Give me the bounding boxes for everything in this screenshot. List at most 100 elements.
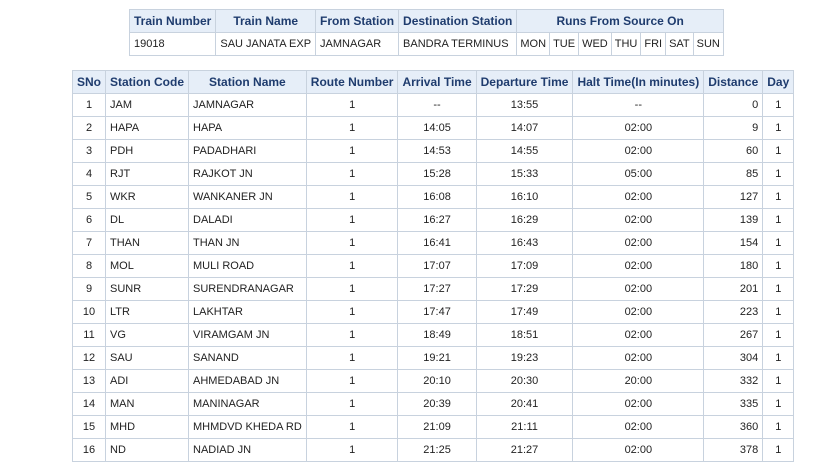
cell-station-name: MHMDVD KHEDA RD	[188, 415, 307, 439]
table-row: 13 ADI AHMEDABAD JN 1 20:10 20:30 20:00 332 1	[72, 369, 795, 393]
cell-departure-time: 15:33	[475, 162, 574, 186]
table-row: 1 JAM JAMNAGAR 1 -- 13:55 -- 0 1	[72, 93, 795, 117]
cell-distance: 85	[703, 162, 764, 186]
table-row: 15 MHD MHMDVD KHEDA RD 1 21:09 21:11 02:00 360 1	[72, 415, 795, 439]
header-departure-time: Departure Time	[475, 70, 574, 94]
cell-distance: 332	[703, 369, 764, 393]
cell-departure-time: 18:51	[475, 323, 574, 347]
cell-halt-time: 02:00	[572, 208, 705, 232]
header-station-code: Station Code	[105, 70, 189, 94]
cell-distance: 0	[703, 93, 764, 117]
train-info-row: 19018 SAU JANATA EXP JAMNAGAR BANDRA TER…	[128, 32, 724, 56]
cell-distance: 267	[703, 323, 764, 347]
cell-halt-time: 05:00	[572, 162, 705, 186]
cell-departure-time: 13:55	[475, 93, 574, 117]
cell-sno: 5	[72, 185, 106, 209]
cell-departure-time: 17:09	[475, 254, 574, 278]
cell-route-number: 1	[305, 277, 399, 301]
header-from-station: From Station	[315, 9, 400, 33]
run-day-mon: MON	[516, 32, 551, 56]
cell-distance: 378	[703, 438, 764, 462]
cell-day: 1	[762, 254, 795, 278]
cell-station-name: HAPA	[188, 116, 307, 140]
cell-day: 1	[762, 93, 795, 117]
cell-sno: 3	[72, 139, 106, 163]
header-runs-from-source-on: Runs From Source On	[516, 9, 724, 33]
cell-route-number: 1	[305, 185, 399, 209]
table-row: 10 LTR LAKHTAR 1 17:47 17:49 02:00 223 1	[72, 300, 795, 324]
header-halt-time: Halt Time(In minutes)	[572, 70, 705, 94]
cell-halt-time: 02:00	[572, 346, 705, 370]
cell-halt-time: 02:00	[572, 139, 705, 163]
cell-route-number: 1	[305, 139, 399, 163]
table-row: 12 SAU SANAND 1 19:21 19:23 02:00 304 1	[72, 346, 795, 370]
cell-sno: 9	[72, 277, 106, 301]
cell-route-number: 1	[305, 369, 399, 393]
cell-day: 1	[762, 415, 795, 439]
table-row: 14 MAN MANINAGAR 1 20:39 20:41 02:00 335 1	[72, 392, 795, 416]
cell-arrival-time: 16:27	[397, 208, 477, 232]
cell-route-number: 1	[305, 415, 399, 439]
cell-station-code: VG	[105, 323, 189, 347]
cell-station-name: RAJKOT JN	[188, 162, 307, 186]
header-day: Day	[762, 70, 795, 94]
table-row: 11 VG VIRAMGAM JN 1 18:49 18:51 02:00 267 1	[72, 323, 795, 347]
cell-arrival-time: 15:28	[397, 162, 477, 186]
cell-route-number: 1	[305, 392, 399, 416]
run-day-wed: WED	[578, 32, 612, 56]
table-row: 6 DL DALADI 1 16:27 16:29 02:00 139 1	[72, 208, 795, 232]
cell-arrival-time: 21:25	[397, 438, 477, 462]
cell-sno: 2	[72, 116, 106, 140]
cell-sno: 13	[72, 369, 106, 393]
cell-arrival-time: 17:27	[397, 277, 477, 301]
header-route-number: Route Number	[305, 70, 399, 94]
cell-halt-time: 02:00	[572, 185, 705, 209]
cell-station-code: DL	[105, 208, 189, 232]
run-day-thu: THU	[610, 32, 642, 56]
cell-day: 1	[762, 323, 795, 347]
cell-departure-time: 16:10	[475, 185, 574, 209]
table-row: 16 ND NADIAD JN 1 21:25 21:27 02:00 378 1	[72, 438, 795, 462]
cell-sno: 11	[72, 323, 106, 347]
train-info-header-row: Train Number Train Name From Station Des…	[128, 9, 724, 33]
cell-day: 1	[762, 139, 795, 163]
cell-departure-time: 20:41	[475, 392, 574, 416]
cell-distance: 139	[703, 208, 764, 232]
table-row: 8 MOL MULI ROAD 1 17:07 17:09 02:00 180 1	[72, 254, 795, 278]
cell-sno: 16	[72, 438, 106, 462]
cell-sno: 8	[72, 254, 106, 278]
cell-distance: 60	[703, 139, 764, 163]
cell-station-code: THAN	[105, 231, 189, 255]
cell-distance: 9	[703, 116, 764, 140]
cell-distance: 360	[703, 415, 764, 439]
cell-arrival-time: 14:53	[397, 139, 477, 163]
cell-station-code: JAM	[105, 93, 189, 117]
header-station-name: Station Name	[188, 70, 307, 94]
cell-arrival-time: 18:49	[397, 323, 477, 347]
cell-halt-time: 02:00	[572, 277, 705, 301]
cell-station-code: MOL	[105, 254, 189, 278]
run-day-sun: SUN	[692, 32, 724, 56]
header-destination-station: Destination Station	[398, 9, 518, 33]
cell-station-name: AHMEDABAD JN	[188, 369, 307, 393]
cell-departure-time: 20:30	[475, 369, 574, 393]
cell-station-code: ND	[105, 438, 189, 462]
cell-station-name: NADIAD JN	[188, 438, 307, 462]
cell-halt-time: 02:00	[572, 323, 705, 347]
cell-departure-time: 16:29	[475, 208, 574, 232]
cell-station-name: MULI ROAD	[188, 254, 307, 278]
cell-route-number: 1	[305, 162, 399, 186]
cell-station-name: WANKANER JN	[188, 185, 307, 209]
header-distance: Distance	[703, 70, 764, 94]
cell-departure-time: 19:23	[475, 346, 574, 370]
cell-station-code: PDH	[105, 139, 189, 163]
cell-distance: 154	[703, 231, 764, 255]
cell-day: 1	[762, 438, 795, 462]
cell-route-number: 1	[305, 346, 399, 370]
cell-arrival-time: 21:09	[397, 415, 477, 439]
run-day-fri: FRI	[640, 32, 667, 56]
cell-departure-time: 21:11	[475, 415, 574, 439]
cell-route-number: 1	[305, 323, 399, 347]
run-day-tue: TUE	[549, 32, 580, 56]
cell-arrival-time: 17:07	[397, 254, 477, 278]
